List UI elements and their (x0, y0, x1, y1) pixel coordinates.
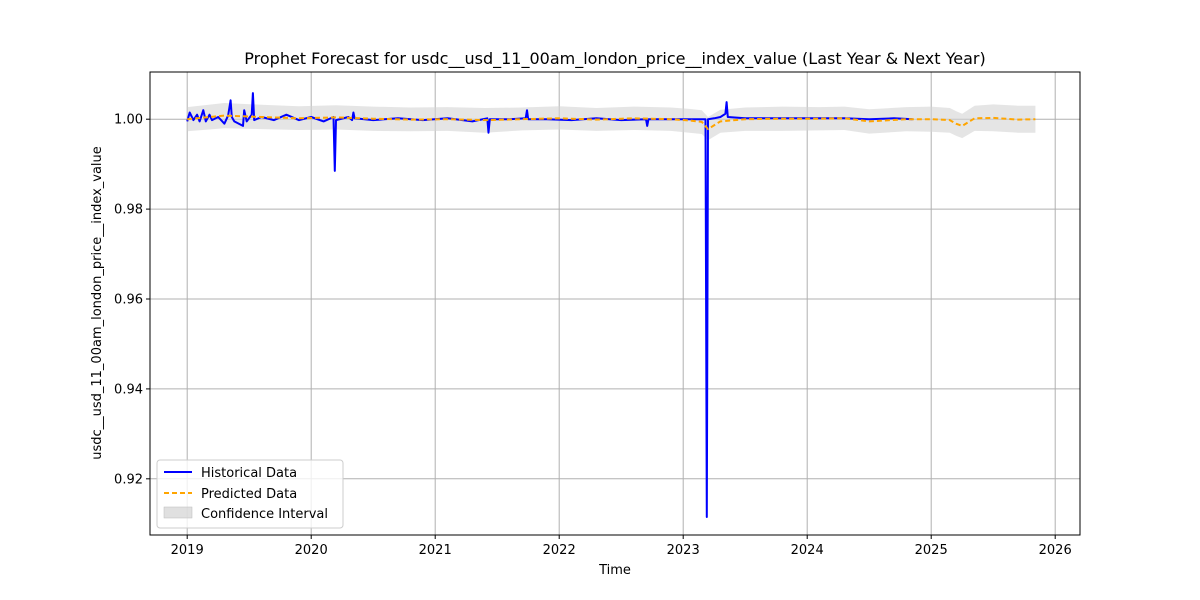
y-tick-label: 0.92 (114, 472, 143, 487)
legend-historical-label: Historical Data (201, 466, 297, 481)
chart-title: Prophet Forecast for usdc__usd_11_00am_l… (244, 49, 985, 69)
legend-confidence-swatch (163, 506, 193, 519)
x-tick-label: 2021 (419, 543, 452, 558)
x-axis: 2019 2020 2021 2022 2023 2024 2025 2026 (171, 535, 1072, 558)
plot-frame (149, 71, 1081, 536)
legend-predicted-label: Predicted Data (201, 487, 297, 502)
y-tick-label: 0.96 (114, 293, 143, 308)
x-tick-label: 2019 (171, 543, 204, 558)
x-tick-label: 2022 (543, 543, 576, 558)
series-layer (186, 92, 1036, 518)
x-axis-label: Time (598, 563, 631, 578)
x-tick-label: 2023 (667, 543, 700, 558)
x-tick-label: 2025 (915, 543, 948, 558)
legend: Historical Data Predicted Data Confidenc… (156, 459, 344, 529)
y-tick-label: 1.00 (114, 113, 143, 128)
x-tick-label: 2024 (791, 543, 824, 558)
y-axis: 0.92 0.94 0.96 0.98 1.00 (114, 113, 150, 487)
legend-box (156, 459, 344, 529)
confidence-band (187, 103, 1036, 141)
y-tick-label: 0.94 (114, 382, 143, 397)
y-tick-label: 0.98 (114, 203, 143, 218)
x-tick-label: 2020 (295, 543, 328, 558)
y-axis-label: usdc__usd_11_00am_london_price__index_va… (90, 146, 105, 460)
predicted-data-line (187, 114, 1036, 131)
legend-confidence-label: Confidence Interval (201, 507, 328, 522)
historical-data-line (186, 92, 913, 518)
confidence-band-layer (187, 103, 1036, 141)
x-tick-label: 2026 (1039, 543, 1072, 558)
